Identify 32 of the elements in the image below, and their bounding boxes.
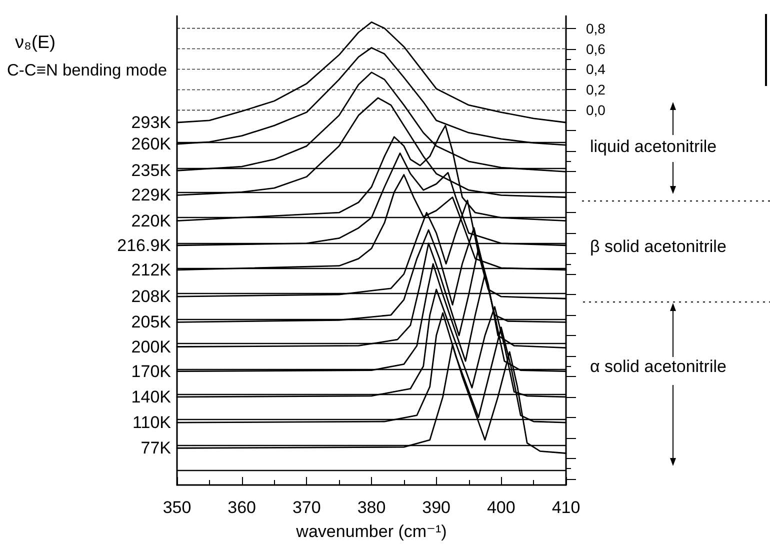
text: β solid acetonitrile	[590, 237, 726, 256]
x-tick-label: 380	[357, 498, 386, 517]
series-label: 170K	[131, 362, 172, 381]
y-tick-label: 0,6	[586, 40, 606, 57]
text: α solid acetonitrile	[590, 357, 726, 376]
series-label: 140K	[131, 387, 172, 406]
x-tick-label: 400	[486, 498, 516, 517]
series-label: 220K	[131, 211, 172, 230]
series-label: 77K	[140, 438, 172, 458]
series-label: 205K	[131, 312, 172, 332]
x-tick-label: 360	[228, 498, 256, 517]
x-tick-label: 390	[422, 498, 451, 517]
y-tick-label: 0,2	[586, 82, 606, 98]
series-label: 229K	[131, 186, 172, 205]
y-tick-label: 0,8	[586, 20, 606, 36]
series-label: 200K	[131, 337, 172, 356]
x-tick-label: 410	[552, 498, 580, 517]
text: ν₈(E)	[15, 32, 56, 52]
series-label: 212K	[131, 260, 172, 280]
series-label: 293K	[131, 113, 172, 132]
x-tick-label: 370	[292, 498, 321, 517]
y-tick-label: 0,0	[586, 102, 606, 118]
x-tick-label: 350	[162, 498, 192, 517]
series-label: 235K	[131, 161, 172, 180]
y-tick-label: 0,4	[586, 61, 606, 78]
series-label: 216.9K	[117, 236, 172, 255]
series-label: 260K	[131, 134, 172, 154]
series-label: 208K	[131, 287, 172, 306]
x-axis-title: wavenumber (cm⁻¹)	[295, 522, 447, 541]
text: C-C≡N bending mode	[7, 62, 168, 80]
series-label: 110K	[132, 413, 172, 432]
text: liquid acetonitrile	[590, 137, 717, 156]
